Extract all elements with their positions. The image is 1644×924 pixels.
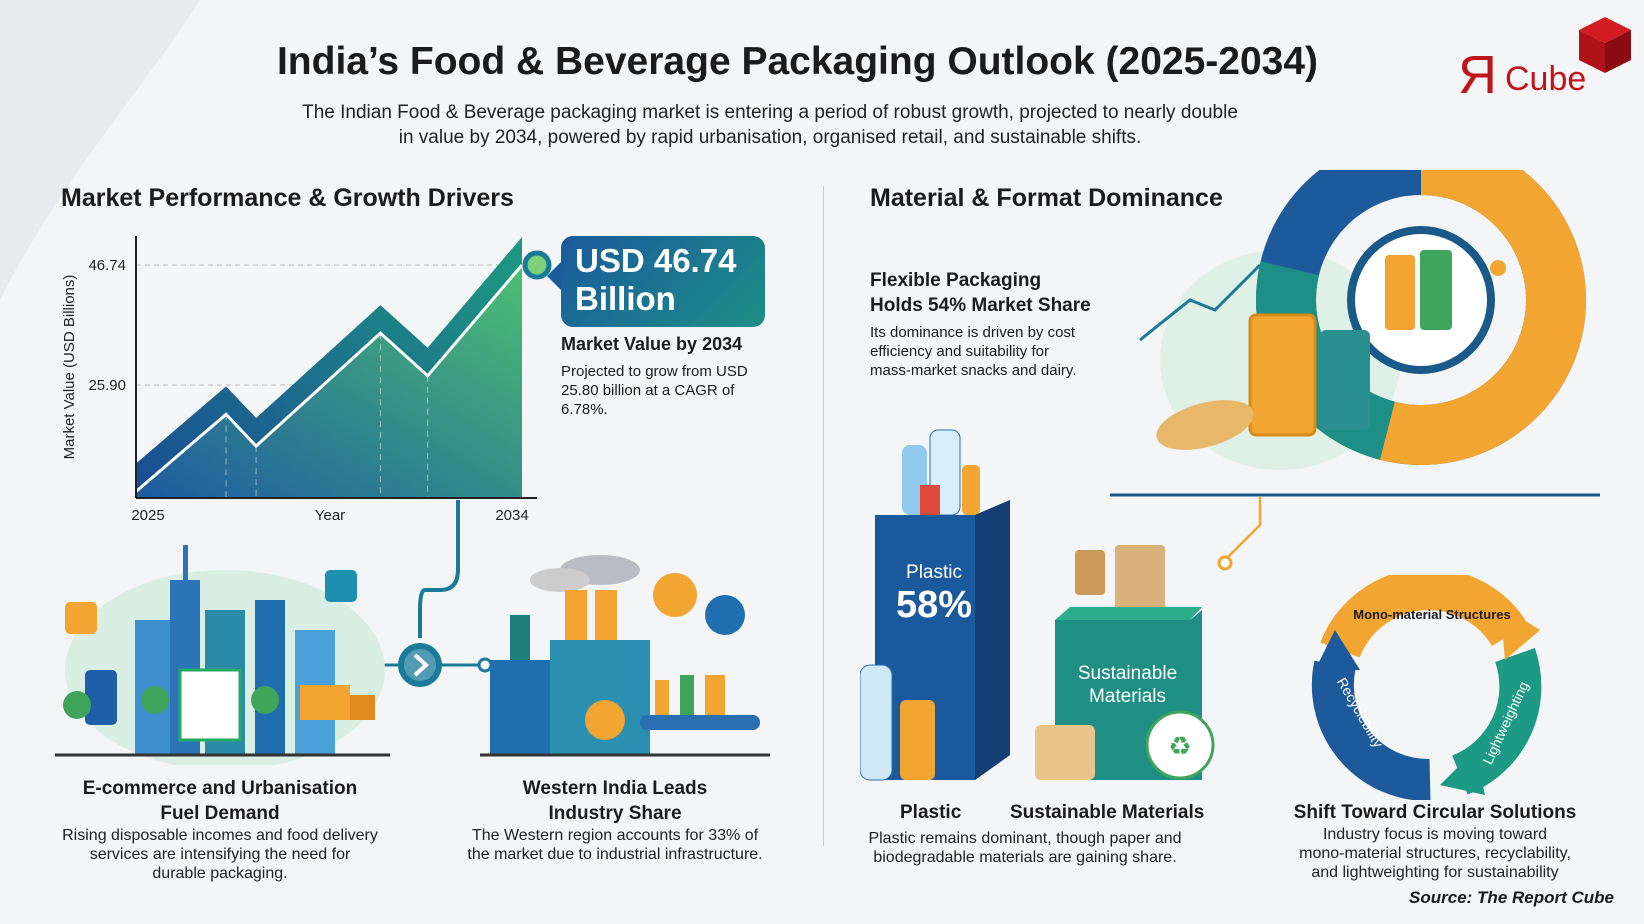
ecommerce-caption: E-commerce and Urbanisation Fuel Demand R… <box>62 778 378 882</box>
flexible-packaging-text: Its dominance is driven by cost efficienc… <box>870 324 1077 379</box>
circular-caption: Shift Toward Circular Solutions Industry… <box>1293 802 1577 881</box>
market-value-callout: USD 46.74 Billion <box>547 236 765 327</box>
callout-value: USD 46.74 <box>575 242 737 279</box>
page-subtitle: The Indian Food & Beverage packaging mar… <box>180 100 1360 150</box>
callout-text: Projected to grow from USD 25.80 billion … <box>561 363 748 418</box>
sustainable-caption: Sustainable Materials <box>1010 802 1205 823</box>
subtitle-line: in value by 2034, powered by rapid urban… <box>398 127 1142 148</box>
flexible-packaging-title: Flexible Packaging Holds 54% Market Share <box>870 270 1091 316</box>
plastic-bottles-icon <box>860 429 1010 781</box>
circular-solutions-cycle: Mono-material Structures Lightweighting … <box>1311 575 1542 800</box>
section-heading-market: Market Performance & Growth Drivers <box>61 184 514 212</box>
recycle-icon: ♻ <box>1168 732 1191 762</box>
page-title: India’s Food & Beverage Packaging Outloo… <box>276 40 1319 83</box>
section-heading-material: Material & Format Dominance <box>870 184 1223 212</box>
cube-icon <box>1579 17 1631 73</box>
connector-line <box>1217 497 1262 571</box>
y-tick-label: 25.90 <box>88 377 126 394</box>
x-tick-label: 2025 <box>131 507 164 524</box>
sustainable-block-label: Sustainable Materials <box>1077 663 1178 707</box>
plastic-caption: Plastic <box>900 802 962 823</box>
market-value-chart: Market Value (USD Billions) 25.90 46.74 … <box>61 236 552 524</box>
y-tick-label: 46.74 <box>88 257 126 274</box>
factory-illustration <box>480 555 770 757</box>
logo-word: Cube <box>1505 60 1587 98</box>
subtitle-line: The Indian Food & Beverage packaging mar… <box>302 102 1238 123</box>
materials-text: Plastic remains dominant, though paper a… <box>868 830 1182 866</box>
city-ecommerce-illustration <box>55 545 390 765</box>
flexible-packaging-donut <box>1110 170 1600 497</box>
x-tick-label: 2034 <box>495 507 528 524</box>
x-axis-label: Year <box>315 507 345 524</box>
series-line <box>135 264 524 493</box>
logo-letter: R <box>1458 45 1497 105</box>
western-india-caption: Western India Leads Industry Share The We… <box>467 778 763 863</box>
sustainable-materials-icon: ♻ <box>1035 545 1215 780</box>
plastic-share: Plastic 58% <box>895 562 973 626</box>
source-note: Source: The Report Cube <box>1409 888 1614 907</box>
highlight-point <box>522 250 552 280</box>
callout-title: Market Value by 2034 <box>561 334 743 354</box>
cycle-label-top: Mono-material Structures <box>1353 607 1510 622</box>
y-axis-label: Market Value (USD Billions) <box>61 275 78 460</box>
callout-unit: Billion <box>575 280 676 317</box>
section-divider <box>823 186 824 846</box>
